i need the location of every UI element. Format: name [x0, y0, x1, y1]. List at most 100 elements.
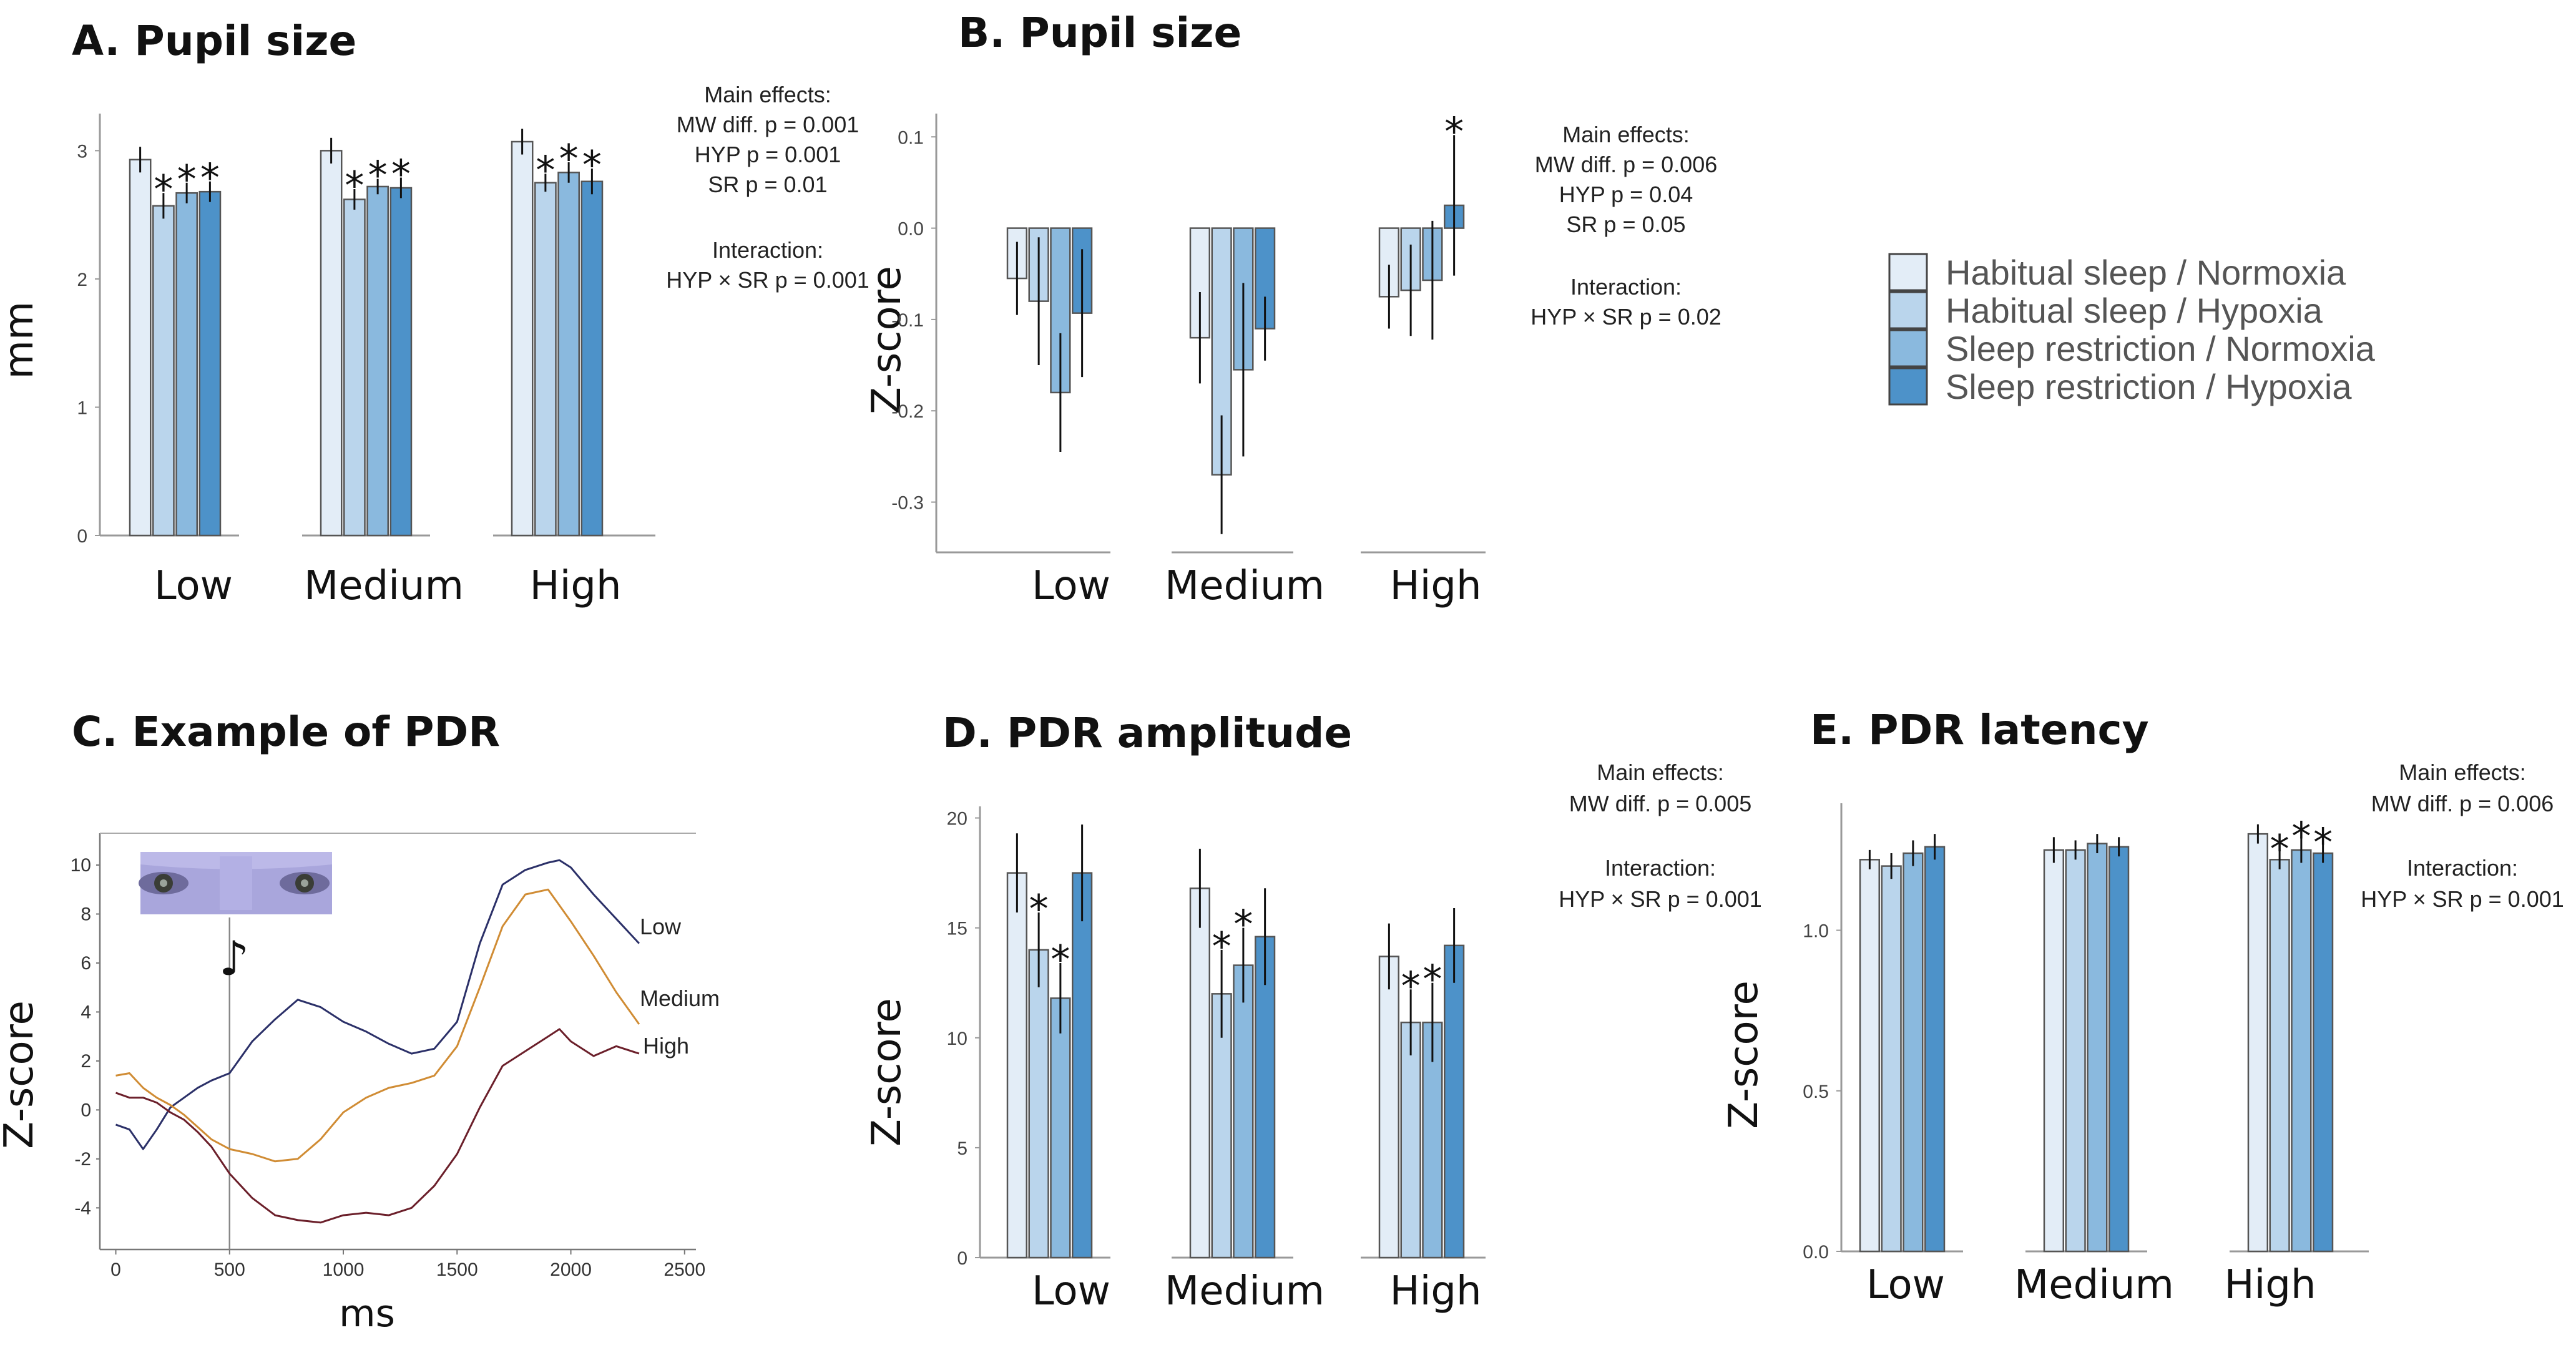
panel-e-y-label: Z-score	[1721, 981, 1767, 1129]
x-tick-label: 2000	[550, 1259, 592, 1280]
y-tick-label: 8	[81, 904, 91, 924]
bar	[152, 205, 175, 537]
bar	[557, 172, 580, 537]
panel-d-pdr-amplitude: D. PDR amplitude Z-score 0 5 10 15 20 Low Medi…	[864, 709, 1762, 1314]
y-tick-label: 0.0	[1803, 1242, 1829, 1263]
pdr-line-medium	[115, 888, 640, 1163]
legend-swatch-3	[1888, 329, 1928, 368]
legend-label-4: Sleep restriction / Hypoxia	[1946, 367, 2352, 406]
x-tick-label: Low	[154, 563, 233, 609]
y-tick-label: 0.5	[1803, 1082, 1829, 1102]
bar	[1903, 852, 1924, 1253]
bar	[320, 150, 343, 537]
bar	[1400, 1021, 1421, 1259]
bar	[1072, 872, 1093, 1259]
x-tick-label: 1500	[436, 1259, 478, 1280]
line-label-medium: Medium	[640, 986, 720, 1011]
panel-b-pupil-size-zscore: B. Pupil size Z-score 0.1 0.0 -0.1 -0.2 -0.3…	[864, 9, 1721, 609]
significance-star: *	[582, 142, 602, 188]
y-tick-label: 0	[81, 1100, 91, 1120]
svg-text:HYP × SR p = 0.001: HYP × SR p = 0.001	[666, 267, 869, 293]
bar	[1924, 846, 1946, 1253]
significance-star: *	[177, 157, 197, 202]
panel-d-y-label: Z-score	[864, 998, 910, 1147]
y-tick-label: -0.2	[891, 401, 924, 422]
svg-text:Main effects:: Main effects:	[704, 82, 831, 107]
bar	[1859, 859, 1880, 1253]
significance-star: *	[1444, 109, 1464, 154]
x-tick-label: Medium	[1165, 1268, 1325, 1314]
y-tick-label: 20	[947, 809, 967, 829]
legend-label-3: Sleep restriction / Normoxia	[1946, 329, 2376, 368]
x-tick-label: Medium	[1165, 563, 1325, 609]
line-label-low: Low	[640, 914, 682, 939]
bar	[1050, 227, 1071, 394]
significance-star: *	[2291, 813, 2311, 859]
significance-star: *	[1233, 902, 1253, 947]
significance-star: *	[1401, 963, 1421, 1009]
svg-text:Interaction:: Interaction:	[1570, 274, 1682, 300]
bar	[2247, 833, 2268, 1253]
bar	[2313, 852, 2334, 1253]
y-tick-label: 1	[77, 398, 87, 418]
svg-text:HYP p = 0.04: HYP p = 0.04	[1559, 182, 1693, 207]
panel-a-title: A. Pupil size	[72, 17, 356, 65]
x-tick-label: 2500	[664, 1259, 705, 1280]
y-tick-label: 0	[77, 526, 87, 547]
bar	[129, 159, 152, 537]
x-tick-label: Low	[1032, 563, 1110, 609]
bar	[2087, 843, 2108, 1253]
bar	[2291, 849, 2312, 1253]
bar	[2108, 846, 2130, 1253]
legend-label-1: Habitual sleep / Normoxia	[1946, 253, 2346, 292]
panel-b-title: B. Pupil size	[958, 9, 1241, 57]
line-label-high: High	[643, 1033, 689, 1059]
panel-e-stats: Main effects: MW diff. p = 0.006 Interac…	[2361, 760, 2564, 912]
y-tick-label: 2	[81, 1051, 91, 1072]
significance-star: *	[200, 155, 220, 201]
svg-text:MW diff. p = 0.006: MW diff. p = 0.006	[1535, 152, 1717, 177]
x-tick-label: High	[2224, 1262, 2316, 1308]
bar	[2269, 859, 2290, 1253]
panel-a-y-label: mm	[0, 301, 42, 379]
bar	[175, 192, 198, 537]
significance-star: *	[559, 136, 579, 182]
y-tick-label: 0	[957, 1248, 967, 1269]
svg-text:Interaction:: Interaction:	[2407, 855, 2518, 881]
significance-star: *	[536, 147, 555, 193]
svg-text:Main effects:: Main effects:	[2399, 760, 2525, 785]
bar	[1028, 949, 1049, 1259]
bar	[1006, 872, 1027, 1259]
bar	[366, 185, 389, 537]
significance-star: *	[1029, 886, 1049, 932]
pdr-line-low	[115, 859, 640, 1150]
bar	[1444, 944, 1465, 1259]
panel-b-stats: Main effects: MW diff. p = 0.006 HYP p =…	[1530, 122, 1721, 330]
legend-swatch-4	[1888, 367, 1928, 406]
svg-text:MW diff. p = 0.001: MW diff. p = 0.001	[677, 112, 859, 137]
panel-c-pdr-example: C. Example of PDR Z-score ms 10 8 6 4 2 0 -2 -4…	[0, 708, 720, 1336]
y-tick-label: 6	[81, 953, 91, 974]
significance-star: *	[1050, 937, 1070, 982]
x-tick-label: Medium	[2014, 1262, 2174, 1308]
bar	[343, 198, 366, 537]
pdr-line-high	[115, 1028, 640, 1224]
bar	[1189, 888, 1210, 1259]
significance-star: *	[368, 153, 388, 198]
significance-star: *	[2313, 820, 2333, 866]
y-tick-label: 0.1	[898, 127, 924, 148]
x-tick-label: 0	[110, 1259, 121, 1280]
panel-c-y-label: Z-score	[0, 1000, 42, 1149]
x-tick-label: 500	[214, 1259, 245, 1280]
significance-star: *	[345, 163, 364, 208]
x-tick-label: Medium	[304, 563, 464, 609]
y-tick-label: 1.0	[1803, 921, 1829, 942]
bar	[534, 182, 557, 537]
significance-star: *	[391, 152, 411, 197]
svg-text:Interaction:: Interaction:	[1605, 855, 1716, 881]
panel-e-pdr-latency: E. PDR latency Z-score 0.0 0.5 1.0 Low Mediu…	[1721, 706, 2564, 1308]
svg-text:MW diff. p = 0.005: MW diff. p = 0.005	[1569, 791, 1751, 816]
y-tick-label: 4	[81, 1002, 91, 1022]
significance-star: *	[154, 167, 173, 212]
